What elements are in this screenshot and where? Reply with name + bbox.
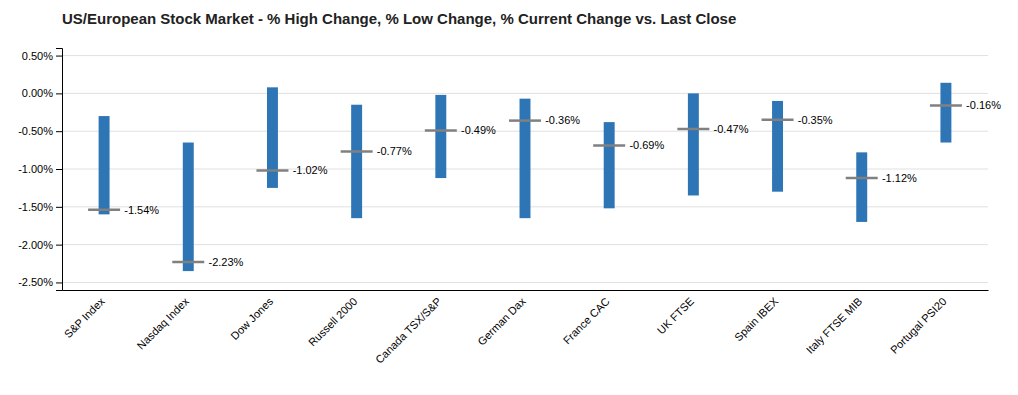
data-label: -1.12% [882, 172, 917, 184]
data-label: -1.02% [293, 164, 328, 176]
data-label: -0.36% [545, 114, 580, 126]
grid [62, 56, 988, 283]
x-tick: Canada TSX/S&P [373, 295, 444, 366]
current-marker [256, 169, 288, 172]
y-tick: 0.00% [22, 87, 62, 99]
grid-line [62, 93, 988, 94]
current-marker [593, 144, 625, 147]
y-tick-mark [56, 93, 62, 94]
y-tick: 0.50% [22, 50, 62, 62]
data-label: -0.47% [714, 123, 749, 135]
x-tick: German Dax [475, 295, 528, 348]
x-tick-label: German Dax [475, 295, 528, 348]
x-tick: Italy FTSE MIB [804, 295, 865, 356]
data-label: -0.69% [629, 139, 664, 151]
x-tick: UK FTSE [655, 295, 696, 336]
y-tick: -2.00% [18, 239, 62, 251]
x-tick: Spain IBEX [732, 295, 781, 344]
current-marker [762, 119, 794, 122]
x-tick-label: Russell 2000 [306, 295, 359, 348]
range-bar [520, 99, 531, 218]
y-tick: -1.00% [18, 163, 62, 175]
y-tick-mark [56, 245, 62, 246]
y-tick-label: -1.50% [18, 201, 53, 213]
x-tick: S&P Index [62, 295, 107, 340]
x-tick: Nasdaq Index [135, 295, 192, 352]
x-tick-label: Canada TSX/S&P [373, 295, 444, 366]
current-marker [88, 209, 120, 212]
marks [88, 83, 962, 271]
current-marker [846, 177, 878, 180]
current-marker [509, 119, 541, 122]
x-tick: Dow Jones [228, 295, 275, 342]
y-tick-label: 0.50% [22, 50, 53, 62]
x-tick-label: Dow Jones [228, 295, 275, 342]
range-bar [435, 95, 446, 178]
current-marker [341, 150, 373, 153]
x-tick-label: UK FTSE [655, 295, 696, 336]
y-axis-line [56, 49, 63, 291]
grid-line [62, 55, 988, 56]
x-tick: Portugal PSI20 [888, 295, 949, 356]
range-bar [772, 101, 783, 192]
x-tick-label: Nasdaq Index [135, 295, 192, 352]
y-tick-label: -1.00% [18, 163, 53, 175]
range-bar [604, 122, 615, 208]
grid-line [62, 282, 988, 283]
y-tick-mark [56, 169, 62, 170]
range-bar [267, 87, 278, 188]
data-label: -0.35% [798, 114, 833, 126]
current-marker [425, 129, 457, 132]
grid-line [62, 244, 988, 245]
current-marker [172, 261, 204, 264]
current-marker [930, 104, 962, 107]
y-tick: -0.50% [18, 125, 62, 137]
data-label: -0.49% [461, 124, 496, 136]
title: US/European Stock Market - % High Change… [62, 10, 736, 27]
x-tick: France CAC [561, 295, 612, 346]
current-marker [677, 128, 709, 131]
x-axis-line [63, 290, 989, 291]
y-tick-label: -2.50% [18, 276, 53, 288]
range-bar [351, 105, 362, 218]
x-tick-label: Italy FTSE MIB [804, 295, 865, 356]
data-label: -0.16% [966, 99, 1001, 111]
chart: US/European Stock Market - % High Change… [0, 0, 1018, 395]
y-tick-mark [56, 131, 62, 132]
data-label: -2.23% [208, 256, 243, 268]
y-tick-label: -2.00% [18, 239, 53, 251]
range-bar [856, 152, 867, 222]
range-bar [99, 116, 110, 214]
y-tick-label: -0.50% [18, 125, 53, 137]
x-tick-label: Spain IBEX [732, 295, 781, 344]
y-tick-mark [56, 282, 62, 283]
x-tick-label: Portugal PSI20 [888, 295, 949, 356]
x-tick-label: France CAC [561, 295, 612, 346]
y-tick-mark [56, 207, 62, 208]
range-bar [688, 93, 699, 195]
range-bar [940, 83, 951, 143]
y-axis: -2.50% -2.00% -1.50% -1.00% -0.50% 0.00% 0.50% [18, 49, 62, 291]
x-tick-label: S&P Index [62, 295, 107, 340]
data-labels: -1.54% -2.23% -1.02% -0.77% -0.49% -0.36% -0.6… [124, 99, 1001, 268]
range-bar [183, 143, 194, 272]
data-label: -1.54% [124, 204, 159, 216]
x-axis: S&P Index Nasdaq Index Dow Jones Russell 20… [62, 291, 989, 366]
x-tick: Russell 2000 [306, 295, 359, 348]
y-tick-mark [56, 56, 62, 57]
data-label: -0.77% [377, 145, 412, 157]
y-tick: -1.50% [18, 201, 62, 213]
y-tick: -2.50% [18, 276, 62, 288]
y-tick-label: 0.00% [22, 87, 53, 99]
